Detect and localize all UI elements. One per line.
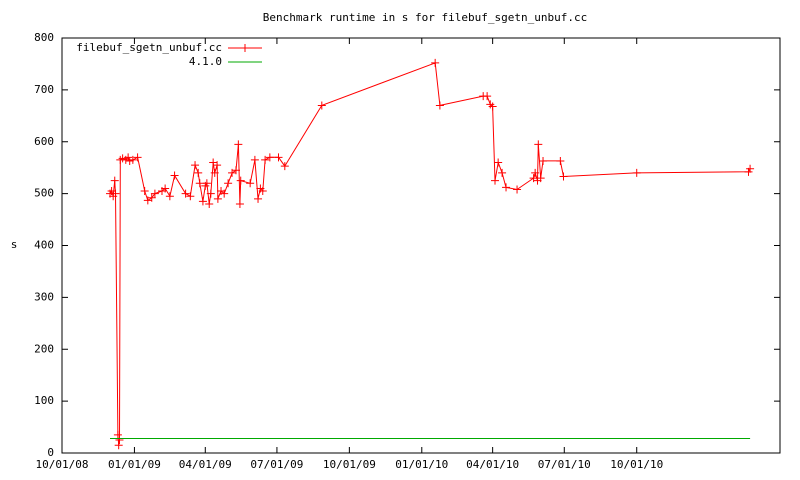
x-tick-label: 04/01/09 — [179, 458, 232, 471]
x-tick-label: 07/01/10 — [538, 458, 591, 471]
y-axis-label: s — [11, 238, 18, 251]
point-marker — [165, 192, 174, 201]
point-marker — [114, 441, 123, 450]
point-marker — [498, 168, 507, 177]
point-marker — [254, 194, 263, 203]
point-marker — [224, 179, 233, 188]
point-marker — [494, 158, 503, 167]
y-tick-label: 100 — [34, 394, 54, 407]
point-marker — [202, 179, 211, 188]
series-line — [109, 62, 751, 446]
x-tick-label: 10/01/08 — [36, 458, 89, 471]
y-tick-label: 200 — [34, 342, 54, 355]
point-marker — [502, 183, 511, 192]
point-marker — [559, 172, 568, 181]
point-marker — [246, 179, 255, 188]
point-marker — [491, 176, 500, 185]
legend-label: 4.1.0 — [189, 55, 222, 68]
y-tick-label: 600 — [34, 135, 54, 148]
point-marker — [531, 168, 540, 177]
x-tick-label: 07/01/09 — [250, 458, 303, 471]
point-marker — [280, 162, 289, 171]
point-marker — [195, 179, 204, 188]
point-marker — [250, 155, 259, 164]
point-marker — [140, 187, 149, 196]
point-marker — [488, 102, 497, 111]
point-marker — [746, 164, 755, 173]
point-marker — [213, 161, 222, 170]
y-tick-label: 400 — [34, 239, 54, 252]
point-marker — [258, 187, 267, 196]
point-marker — [113, 430, 122, 439]
point-marker — [205, 200, 214, 208]
plot-frame — [61, 37, 781, 454]
x-tick-label: 01/01/09 — [108, 458, 161, 471]
point-marker — [210, 168, 219, 177]
x-tick-label: 10/01/09 — [323, 458, 376, 471]
point-marker — [317, 101, 326, 110]
point-marker — [194, 168, 203, 177]
point-marker — [236, 176, 245, 185]
y-tick-label: 0 — [47, 446, 54, 459]
point-marker — [274, 153, 283, 162]
point-marker — [110, 176, 119, 185]
point-marker — [513, 185, 522, 194]
x-tick-label: 10/01/10 — [610, 458, 663, 471]
point-marker — [261, 155, 270, 164]
point-marker — [435, 101, 444, 110]
point-marker — [115, 436, 124, 445]
point-marker — [231, 166, 240, 175]
point-marker — [556, 156, 565, 165]
point-marker — [170, 171, 179, 180]
point-marker — [265, 153, 274, 162]
y-tick-label: 800 — [34, 31, 54, 44]
point-marker — [133, 153, 142, 162]
point-marker — [220, 189, 229, 198]
legend-label: filebuf_sgetn_unbuf.cc — [76, 41, 222, 54]
point-marker — [235, 200, 244, 208]
point-marker — [198, 197, 207, 206]
x-tick-label: 04/01/10 — [466, 458, 519, 471]
x-tick-label: 01/01/10 — [395, 458, 448, 471]
chart-title: Benchmark runtime in s for filebuf_sgetn… — [263, 11, 588, 24]
point-marker — [191, 161, 200, 170]
point-marker — [431, 58, 440, 67]
point-marker — [186, 192, 195, 201]
point-marker — [161, 184, 170, 193]
point-marker — [128, 155, 137, 164]
y-tick-label: 300 — [34, 290, 54, 303]
point-marker — [213, 194, 222, 203]
point-marker — [111, 189, 120, 198]
y-tick-label: 500 — [34, 187, 54, 200]
point-marker — [234, 140, 243, 149]
point-marker — [150, 189, 159, 198]
point-marker — [206, 189, 215, 198]
point-marker — [147, 193, 156, 202]
point-marker — [181, 189, 190, 198]
point-marker — [483, 92, 492, 101]
point-marker — [124, 153, 133, 162]
point-marker — [534, 140, 543, 149]
point-marker — [632, 168, 641, 177]
point-marker — [539, 156, 548, 165]
y-tick-label: 700 — [34, 83, 54, 96]
legend-marker — [241, 44, 249, 52]
point-marker — [536, 174, 545, 183]
